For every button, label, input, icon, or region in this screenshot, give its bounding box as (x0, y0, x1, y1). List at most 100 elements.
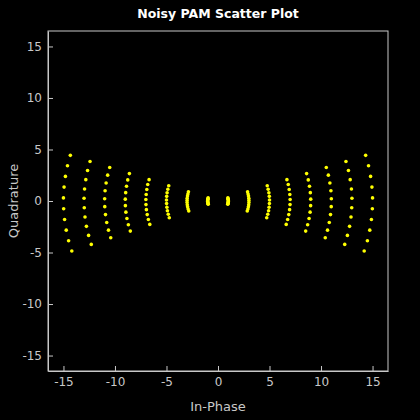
tick: -15 (54, 366, 74, 389)
point (109, 236, 113, 240)
tick-label: -15 (54, 375, 74, 389)
point (371, 196, 375, 200)
point (206, 196, 210, 200)
point (148, 223, 152, 227)
point (165, 191, 169, 195)
point (147, 218, 151, 222)
tick-label: 15 (365, 375, 380, 389)
tick-label: 5 (34, 143, 42, 157)
tick-mark (48, 304, 53, 305)
point (287, 188, 291, 192)
point (165, 195, 169, 199)
tick: -5 (30, 246, 53, 260)
tick: -10 (106, 366, 126, 389)
axis-line (49, 371, 389, 372)
point (309, 197, 313, 201)
point (367, 164, 371, 168)
point (267, 191, 271, 195)
point (364, 154, 368, 158)
tick: -5 (161, 366, 173, 389)
point (166, 187, 170, 191)
point (266, 187, 270, 191)
point (346, 234, 350, 238)
tick-mark (218, 366, 219, 371)
tick-mark (166, 366, 167, 371)
point (83, 187, 87, 191)
point (108, 166, 112, 170)
point (267, 209, 271, 213)
point (84, 178, 88, 182)
tick-label: -10 (22, 297, 42, 311)
point (246, 190, 250, 194)
point (62, 196, 66, 200)
x-axis-title: In-Phase (190, 399, 246, 414)
tick-mark (48, 46, 53, 47)
tick-label: 10 (314, 375, 329, 389)
point (268, 195, 272, 199)
point (309, 191, 313, 195)
point (328, 181, 332, 185)
point (127, 223, 131, 227)
point (288, 198, 292, 202)
point (349, 215, 353, 219)
tick: 10 (314, 366, 329, 389)
point (371, 207, 375, 211)
point (124, 204, 128, 208)
chart: -15-10-5051015-15-10-5051015Noisy PAM Sc… (0, 0, 420, 420)
point (144, 203, 148, 207)
point (287, 213, 291, 217)
point (82, 206, 86, 210)
point (105, 221, 109, 225)
tick: 15 (27, 40, 53, 54)
point (308, 184, 312, 188)
point (329, 205, 333, 209)
point (330, 197, 334, 201)
point (327, 173, 331, 177)
point (124, 191, 128, 195)
point (267, 205, 271, 209)
point (268, 198, 272, 202)
point (64, 175, 68, 179)
point (63, 218, 67, 222)
tick-mark (48, 356, 53, 357)
point (343, 243, 347, 247)
point (145, 188, 149, 192)
point (103, 205, 107, 209)
tick-mark (321, 366, 322, 371)
point (67, 239, 71, 243)
point (329, 213, 333, 217)
point (350, 206, 354, 210)
y-axis-title: Quadrature (6, 164, 21, 238)
point (370, 185, 374, 189)
tick: 15 (365, 366, 380, 389)
point (326, 228, 330, 232)
point (166, 209, 170, 213)
point (307, 217, 311, 221)
point (125, 217, 129, 221)
point (348, 225, 352, 229)
point (285, 178, 289, 182)
tick-label: -10 (106, 375, 126, 389)
point (126, 178, 130, 182)
point (324, 166, 328, 170)
tick-label: 15 (27, 40, 42, 54)
point (144, 193, 148, 197)
point (286, 218, 290, 222)
point (350, 197, 354, 201)
point (103, 197, 107, 201)
point (85, 225, 89, 229)
point (288, 203, 292, 207)
point (69, 154, 73, 158)
point (327, 221, 331, 225)
point (62, 207, 66, 211)
point (106, 173, 110, 177)
point (187, 190, 191, 194)
tick-label: -5 (30, 246, 42, 260)
tick: 5 (34, 143, 53, 157)
point (103, 189, 107, 193)
point (268, 202, 272, 206)
point (167, 216, 171, 220)
point (83, 215, 87, 219)
point (144, 198, 148, 202)
point (370, 218, 374, 222)
